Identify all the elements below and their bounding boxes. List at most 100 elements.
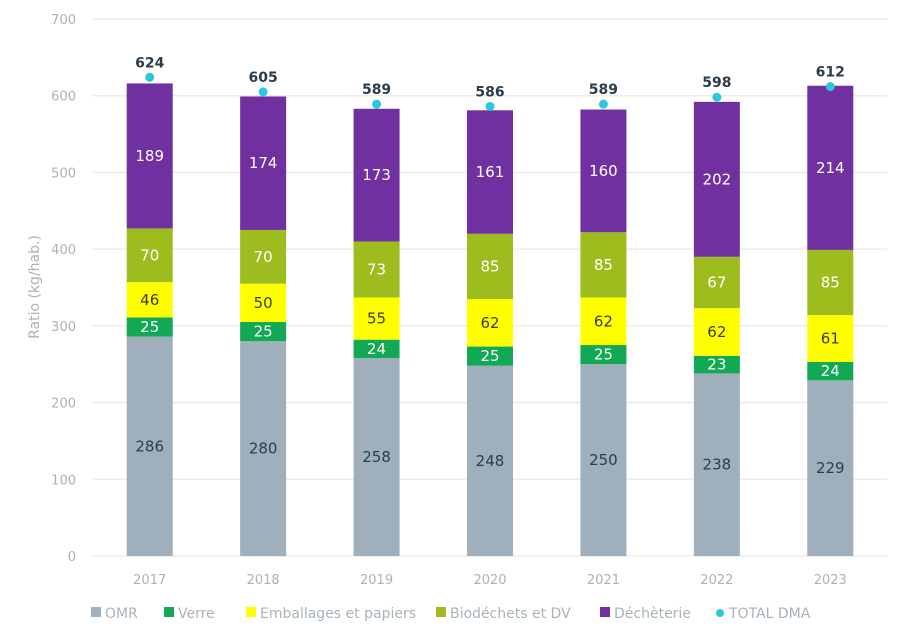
segment-value-label: 62 (480, 314, 499, 332)
bar-segment (467, 346, 513, 366)
legend-label: Emballages et papiers (260, 606, 416, 622)
legend-label: OMR (105, 606, 138, 622)
segment-value-label: 189 (135, 147, 164, 165)
segment-value-label: 229 (816, 459, 845, 477)
x-tick-label: 2022 (700, 573, 733, 588)
segment-value-label: 174 (249, 154, 278, 172)
bar-segment (807, 380, 854, 556)
x-tick-label: 2020 (473, 573, 506, 588)
segment-value-label: 250 (589, 451, 618, 469)
bar-segment (353, 339, 400, 359)
segment-value-label: 73 (367, 260, 386, 278)
legend-item: Biodéchets et DV (436, 606, 571, 622)
segment-value-label: 61 (821, 330, 840, 348)
y-tick-label: 600 (51, 90, 76, 105)
y-tick-label: 500 (51, 166, 76, 181)
y-tick-label: 200 (51, 397, 76, 412)
total-value-label: 598 (702, 75, 731, 91)
bar-segment (467, 365, 513, 556)
total-marker (145, 72, 155, 82)
x-tick-label: 2023 (814, 573, 847, 588)
segment-value-label: 248 (476, 452, 505, 470)
bar-segment (126, 83, 173, 229)
bar-segment (353, 108, 400, 242)
total-marker (598, 99, 608, 109)
bar-segment (580, 297, 627, 346)
segment-value-label: 286 (135, 437, 164, 455)
segment-value-label: 24 (821, 362, 840, 380)
legend-label: TOTAL DMA (728, 606, 811, 622)
y-tick-label: 0 (68, 550, 76, 565)
total-value-label: 589 (362, 82, 391, 98)
x-tick-label: 2021 (587, 573, 620, 588)
legend-swatch (600, 607, 610, 617)
y-tick-label: 700 (51, 13, 76, 28)
legend-item: Verre (164, 606, 215, 622)
bar-segment (353, 297, 400, 340)
y-tick-label: 100 (51, 473, 76, 488)
segment-value-label: 280 (249, 440, 278, 458)
total-value-label: 612 (816, 65, 845, 81)
bar-segment (353, 241, 400, 298)
bar-segment (467, 299, 513, 347)
legend-label: Verre (178, 606, 215, 622)
segment-value-label: 161 (476, 163, 505, 181)
segment-value-label: 258 (362, 448, 391, 466)
bar-segment (126, 336, 173, 556)
legend-label: Biodéchets et DV (450, 606, 571, 622)
legend-marker (716, 609, 724, 617)
total-value-label: 586 (475, 84, 504, 100)
bar-segment (693, 308, 740, 356)
segment-value-label: 85 (594, 256, 613, 274)
bar-segment (693, 355, 740, 374)
bar-segment (580, 232, 627, 298)
total-marker (825, 82, 835, 92)
legend-label: Déchèterie (614, 606, 691, 622)
segment-value-label: 23 (707, 356, 726, 374)
bar-segment (467, 110, 513, 234)
bar-segment (580, 364, 627, 556)
bar-segment (807, 249, 854, 316)
bar-segment (240, 341, 287, 556)
total-marker (712, 92, 722, 102)
bar-segment (240, 283, 287, 323)
bar-segment (807, 361, 854, 381)
segment-value-label: 85 (821, 274, 840, 292)
legend-item: Emballages et papiers (246, 606, 416, 622)
legend-item: OMR (91, 606, 138, 622)
bar-segment (693, 373, 740, 556)
bar-segment (240, 229, 287, 284)
y-tick-label: 300 (51, 320, 76, 335)
total-value-label: 605 (249, 70, 278, 86)
x-axis-ticks: 2017 2018 2019 2020 2021 2022 2023 (133, 573, 847, 588)
y-tick-label: 400 (51, 243, 76, 258)
total-value-label: 624 (135, 55, 164, 71)
legend-swatch (91, 607, 101, 617)
y-axis-ticks: 0 100 200 300 400 500 600 700 (51, 13, 76, 565)
segment-value-label: 50 (254, 294, 273, 312)
bar-segment (240, 96, 287, 230)
bar-segment (467, 233, 513, 300)
bars (126, 83, 854, 556)
legend: OMR Verre Emballages et papiers Biodéchets … (91, 606, 811, 622)
total-marker (258, 87, 268, 97)
segment-labels: 286 25 46 70 189 280 25 50 70 174 258 24 55 73 173 248 2… (135, 147, 844, 477)
bar-segment (807, 315, 854, 362)
legend-swatch (164, 607, 174, 617)
legend-item: TOTAL DMA (716, 606, 811, 622)
segment-value-label: 67 (707, 274, 726, 292)
segment-value-label: 62 (707, 323, 726, 341)
legend-item: Déchèterie (600, 606, 691, 622)
bar-segment (126, 282, 173, 318)
segment-value-label: 25 (594, 346, 613, 364)
bar-segment (580, 345, 627, 365)
total-markers: 624 605 589 586 589 598 612 (135, 55, 845, 111)
segment-value-label: 214 (816, 159, 845, 177)
bar-segment (126, 228, 173, 283)
segment-value-label: 25 (480, 347, 499, 365)
segment-value-label: 24 (367, 340, 386, 358)
segment-value-label: 25 (140, 318, 159, 336)
bar-segment (807, 85, 854, 250)
bar-segment (693, 101, 740, 257)
